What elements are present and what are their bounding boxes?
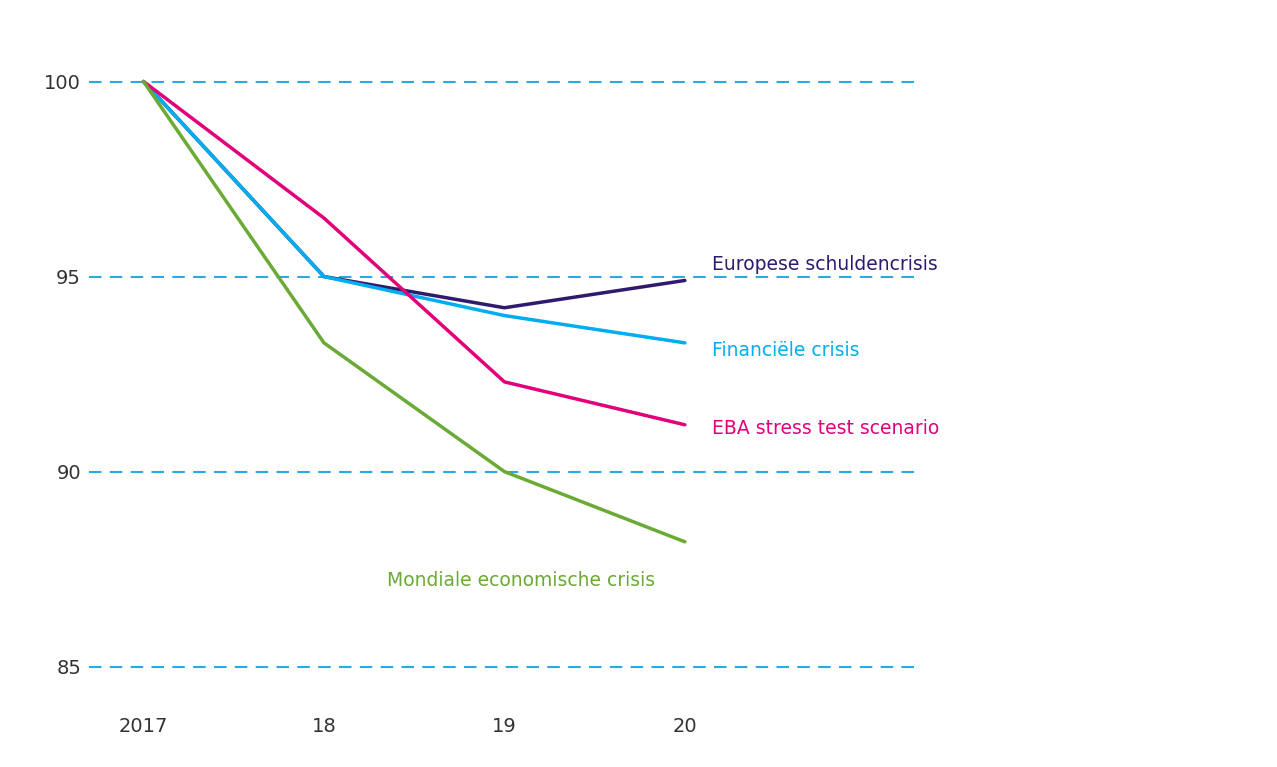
Text: Mondiale economische crisis: Mondiale economische crisis (387, 571, 655, 591)
Text: Financiële crisis: Financiële crisis (713, 341, 859, 360)
Text: EBA stress test scenario: EBA stress test scenario (713, 420, 939, 438)
Text: Europese schuldencrisis: Europese schuldencrisis (713, 255, 937, 275)
